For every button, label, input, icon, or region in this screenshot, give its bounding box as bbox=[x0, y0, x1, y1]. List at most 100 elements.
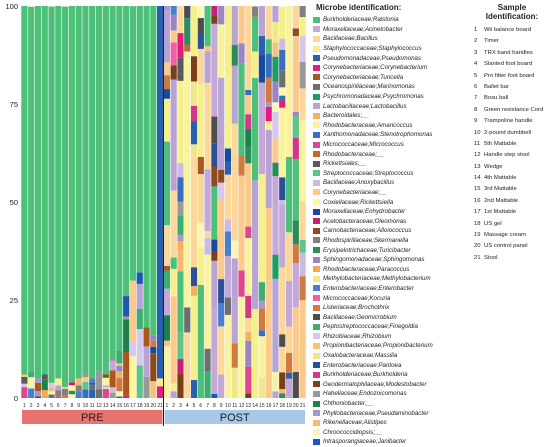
x-tick-label: 20 bbox=[293, 403, 299, 409]
legend-item: Chroococcidiopsis;__ bbox=[313, 428, 478, 438]
bar-segment bbox=[265, 54, 272, 78]
bar-segment bbox=[279, 346, 286, 373]
legend-label: Rhizobiaceae;Rhizobium bbox=[323, 332, 392, 340]
x-tick-label: 21 bbox=[157, 403, 163, 409]
legend-swatch bbox=[313, 103, 320, 110]
bar-segment bbox=[41, 374, 48, 380]
legend-item: Chthoniobacter;__ bbox=[313, 399, 478, 409]
bar-segment bbox=[41, 390, 48, 398]
sample-number: 6 bbox=[474, 83, 478, 90]
legend-label: Bacillaceae;Geomicrobium bbox=[323, 313, 397, 321]
bar-segment bbox=[129, 6, 137, 281]
bar-segment bbox=[82, 389, 89, 398]
bar-segment bbox=[190, 267, 198, 286]
bar-segment bbox=[211, 239, 218, 251]
bar-segment bbox=[190, 157, 198, 268]
bar-segment bbox=[177, 57, 184, 81]
sample-number: 19 bbox=[474, 232, 481, 239]
bar-segment bbox=[279, 38, 286, 50]
legend-item: Streptococcaceae;Streptococcus bbox=[313, 169, 478, 179]
bar-segment bbox=[150, 381, 157, 398]
bar-segment bbox=[211, 6, 218, 17]
legend-label: Xanthomonadaceae;Stenotrophomonas bbox=[323, 131, 433, 139]
bar-segment bbox=[231, 389, 238, 398]
legend-swatch bbox=[313, 295, 320, 302]
sample-name: Bosu ball bbox=[484, 95, 509, 102]
legend-swatch bbox=[313, 199, 320, 206]
sample-name: Trampoline handle bbox=[484, 118, 533, 125]
bar-segment bbox=[285, 281, 293, 327]
bar-segment bbox=[252, 77, 259, 181]
sample-name: US gel bbox=[484, 220, 502, 227]
bar-segment bbox=[204, 254, 211, 349]
bar-segment bbox=[197, 156, 204, 174]
x-tick-label: 15 bbox=[259, 403, 265, 409]
bar-segment bbox=[224, 6, 232, 45]
y-tick-label: 25 bbox=[10, 296, 18, 305]
legend-swatch bbox=[313, 381, 320, 388]
legend-swatch bbox=[313, 83, 320, 90]
legend-item: Rickettsiales;__ bbox=[313, 159, 478, 169]
bar-segment bbox=[102, 374, 109, 378]
bar-segment bbox=[211, 23, 218, 117]
bar-segment bbox=[129, 280, 137, 295]
bar-segment bbox=[265, 77, 272, 103]
bar-segment bbox=[109, 360, 116, 371]
bar-segment bbox=[109, 6, 116, 359]
bar-segment bbox=[177, 234, 184, 242]
legend-label: Pseudomonadaceae;Pseudomonas bbox=[323, 54, 422, 62]
legend-swatch bbox=[313, 93, 320, 100]
bar-segment bbox=[55, 390, 62, 397]
x-tick-label: 8 bbox=[213, 403, 216, 409]
sample-row: 10 2-pound dumbbell bbox=[474, 130, 550, 141]
legend-swatch bbox=[313, 323, 320, 330]
bar-segment bbox=[163, 340, 170, 347]
x-tick-label: 6 bbox=[57, 403, 60, 409]
bar-segment bbox=[292, 244, 299, 264]
legend-swatch bbox=[313, 352, 320, 359]
bar-segment bbox=[265, 106, 272, 122]
legend-label: Erysipelotrichaceae;Turicibacter bbox=[323, 246, 411, 254]
bar-segment bbox=[136, 329, 143, 366]
bar-segment bbox=[89, 6, 96, 379]
bar-segment bbox=[272, 254, 279, 279]
bar-segment bbox=[150, 340, 157, 347]
legend-item: Bacillaceae;Geomicrobium bbox=[313, 312, 478, 322]
bar-segment bbox=[89, 384, 96, 390]
bar-segment bbox=[245, 295, 252, 319]
group-band-post bbox=[164, 410, 305, 424]
bar-segment bbox=[143, 346, 150, 377]
bar-segment bbox=[245, 340, 252, 367]
sample-row: 16 2nd Mattable bbox=[474, 198, 550, 209]
legend-item: Acetobacteraceae;Oleomonas bbox=[313, 216, 478, 226]
bar-segment bbox=[258, 308, 265, 331]
sample-row: 4 Slanted foot board bbox=[474, 61, 550, 72]
bar-segment bbox=[136, 283, 143, 309]
bar-segment bbox=[150, 353, 157, 382]
legend-label: Propionibacteriaceae;Propionibacterium bbox=[323, 342, 433, 350]
bar-segment bbox=[21, 374, 28, 377]
sample-number: 15 bbox=[474, 186, 481, 193]
bar-segment bbox=[231, 258, 238, 344]
bar-segment bbox=[116, 365, 123, 372]
bar-segment bbox=[82, 377, 89, 382]
bar-segment bbox=[197, 173, 204, 223]
legend-label: Bacillaceae;Anoxybacillus bbox=[323, 179, 395, 187]
bar-segment bbox=[163, 141, 170, 226]
bar-segment bbox=[21, 6, 28, 375]
sample-name: US control panel bbox=[484, 243, 528, 250]
bar-segment bbox=[157, 6, 164, 379]
bar-segment bbox=[258, 300, 265, 309]
bar-segment bbox=[224, 231, 232, 256]
x-tick-label: 1 bbox=[166, 403, 169, 409]
sample-name: Stool bbox=[484, 254, 498, 261]
bar-segment bbox=[123, 316, 130, 320]
x-tick-label: 18 bbox=[279, 403, 285, 409]
bar-segment bbox=[68, 385, 75, 391]
bar-segment bbox=[218, 24, 225, 78]
bar-segment bbox=[211, 116, 218, 144]
bar-segment bbox=[28, 388, 35, 398]
legend-label: Rickettsiales;__ bbox=[323, 160, 367, 168]
legend-swatch bbox=[313, 208, 320, 215]
sample-number: 9 bbox=[474, 118, 478, 125]
